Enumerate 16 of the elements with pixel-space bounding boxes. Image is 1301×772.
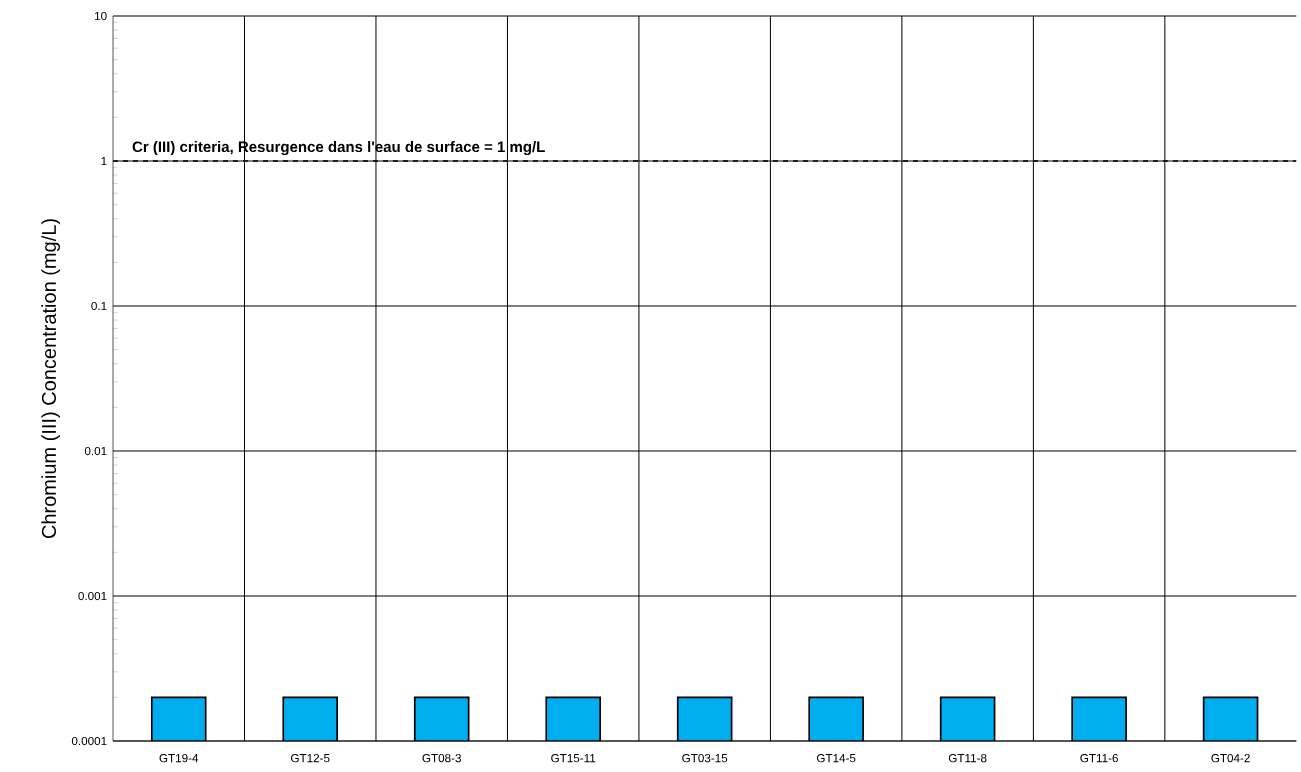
x-tick-label: GT04-2: [1211, 754, 1250, 763]
x-tick-label: GT19-4: [159, 754, 199, 763]
x-tick-label: GT03-15: [682, 754, 728, 763]
y-tick-label: 1: [101, 156, 107, 166]
x-tick-label: GT08-3: [422, 754, 461, 763]
x-tick-label: GT15-11: [551, 754, 596, 763]
x-tick-label: GT11-6: [1080, 754, 1118, 763]
y-tick-label: 0.001: [78, 591, 107, 601]
y-tick-label: 0.0001: [71, 736, 107, 746]
y-tick-label: 10: [95, 11, 107, 21]
y-tick-label: 0.1: [91, 301, 107, 311]
x-tick-label: GT11-8: [948, 754, 987, 763]
y-tick-label: 0.01: [84, 446, 107, 456]
x-tick-label: GT12-5: [291, 754, 330, 763]
y-axis-title: Chromium (III) Concentration (mg/L): [41, 219, 60, 539]
x-tick-label: GT14-5: [816, 754, 856, 763]
